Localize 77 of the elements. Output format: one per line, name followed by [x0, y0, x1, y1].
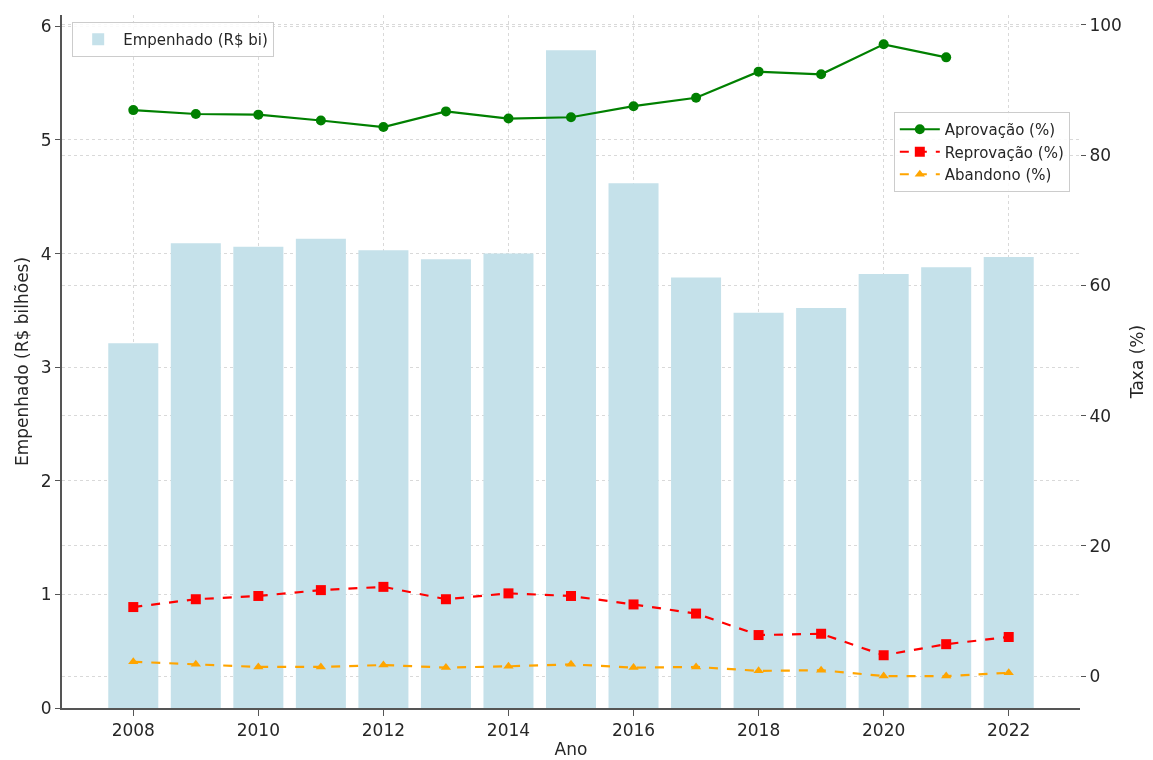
x-tick-label: 2018 — [736, 720, 781, 741]
point — [753, 66, 764, 77]
point — [628, 101, 639, 112]
point — [1003, 632, 1014, 643]
y2-tick-label: 80 — [1089, 144, 1112, 165]
bar — [358, 250, 409, 708]
point — [128, 105, 139, 116]
point — [378, 122, 389, 133]
point — [566, 590, 576, 601]
bar — [170, 243, 221, 708]
point — [315, 115, 326, 126]
point — [253, 109, 264, 120]
y2-axis-title: Taxa (%) — [1127, 324, 1148, 400]
y-tick-label: 2 — [40, 470, 52, 491]
point — [753, 666, 764, 674]
legend-label: Aprovação (%) — [944, 121, 1056, 140]
x-tick-label: 2010 — [236, 720, 280, 741]
point — [941, 52, 952, 63]
x-tick-label: 2020 — [862, 720, 906, 741]
bar — [483, 253, 534, 708]
bar — [233, 246, 284, 708]
point — [315, 585, 326, 596]
point — [440, 106, 451, 117]
point — [691, 92, 702, 103]
point — [440, 594, 451, 605]
legend-label: Abandono (%) — [944, 166, 1052, 185]
y-tick-label: 6 — [40, 16, 52, 37]
point — [566, 112, 576, 123]
point — [378, 581, 389, 592]
point — [253, 662, 264, 670]
y-tick-label: 4 — [40, 243, 52, 264]
bar — [420, 259, 471, 708]
x-axis-title: Ano — [554, 739, 588, 760]
bar — [295, 238, 346, 708]
y-tick-label: 3 — [40, 357, 52, 378]
legend-label: Empenhado (R$ bi) — [123, 31, 268, 50]
y-tick-label: 0 — [40, 697, 52, 718]
y2-tick-label: 20 — [1089, 535, 1112, 556]
bar — [608, 183, 659, 708]
bar — [733, 312, 784, 708]
y-tick-label: 1 — [40, 584, 52, 605]
point — [816, 628, 827, 639]
point — [941, 639, 952, 650]
y2-tick-label: 60 — [1089, 275, 1112, 296]
y2-tick-label: 40 — [1089, 405, 1112, 426]
point — [816, 69, 827, 80]
point — [1003, 668, 1014, 676]
x-tick-label: 2008 — [111, 720, 155, 741]
point — [628, 599, 639, 610]
legend-label: Reprovação (%) — [944, 143, 1064, 162]
point — [128, 602, 139, 613]
bar — [983, 256, 1034, 708]
point — [503, 661, 514, 669]
x-tick-label: 2022 — [987, 720, 1031, 741]
bar — [671, 277, 722, 708]
point — [503, 113, 514, 124]
bar — [108, 343, 159, 708]
point — [691, 608, 702, 619]
bar — [858, 274, 909, 708]
point — [878, 39, 889, 50]
point — [503, 588, 514, 599]
y-axis-title: Empenhado (R$ bilhões) — [11, 256, 32, 467]
point — [878, 650, 889, 661]
x-tick-label: 2014 — [486, 720, 531, 741]
point — [190, 594, 201, 605]
y2-tick-label: 100 — [1089, 14, 1122, 35]
point — [190, 109, 201, 119]
bar — [921, 267, 972, 708]
bar — [796, 308, 847, 708]
bar — [545, 50, 597, 708]
y-tick-label: 5 — [40, 129, 52, 150]
x-tick-label: 2012 — [361, 720, 406, 741]
y2-tick-label: 0 — [1089, 666, 1101, 687]
point — [253, 590, 264, 601]
x-tick-label: 2016 — [611, 720, 656, 741]
point — [753, 630, 764, 641]
point — [128, 657, 139, 665]
